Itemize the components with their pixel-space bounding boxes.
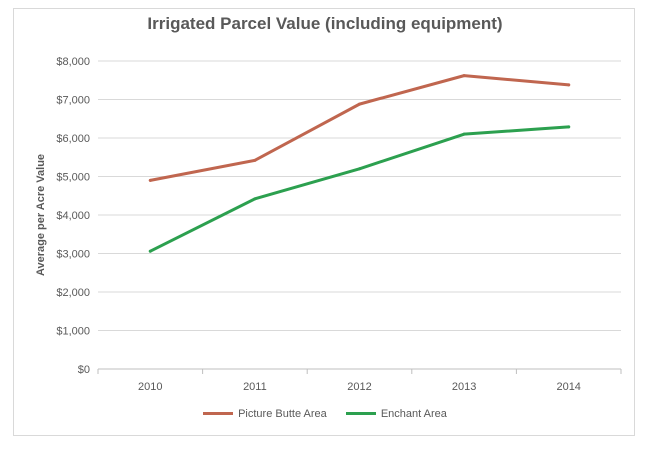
chart-title: Irrigated Parcel Value (including equipm… — [147, 14, 503, 33]
y-tick-label-3000: $3,000 — [56, 249, 90, 261]
data-point-1-2013 — [462, 132, 466, 136]
y-tick-label-7000: $7,000 — [56, 95, 90, 107]
y-tick-label-0: $0 — [78, 364, 90, 376]
legend-swatch-enchant — [345, 412, 376, 415]
y-tick-labels: $0 $1,000 $2,000 $3,000 $4,000 $5,000 $6,000 $7… — [56, 56, 90, 376]
legend-item-picture-butte: Picture Butte Area — [203, 408, 327, 420]
data-point-0-2011 — [253, 158, 257, 162]
axes — [97, 368, 622, 374]
y-tick-label-2000: $2,000 — [56, 287, 90, 299]
legend: Picture Butte Area Enchant Area — [0, 406, 650, 420]
data-point-1-2011 — [253, 197, 257, 201]
y-tick-label-4000: $4,000 — [56, 210, 90, 222]
data-point-0-2013 — [462, 74, 466, 78]
x-tick-label-2010: 2010 — [138, 381, 162, 393]
chart-area — [13, 8, 635, 436]
series-line-0 — [148, 74, 571, 182]
gridlines — [98, 60, 621, 331]
data-point-1-2012 — [358, 167, 361, 171]
series-lines — [148, 74, 571, 253]
x-tick-labels: 2010 2011 2012 2013 2014 — [138, 381, 581, 393]
y-tick-label-8000: $8,000 — [56, 56, 90, 68]
series-line-1 — [148, 125, 571, 253]
legend-label-picture-butte: Picture Butte Area — [238, 407, 327, 420]
y-tick-label-5000: $5,000 — [56, 172, 90, 184]
legend-swatch-picture-butte — [203, 412, 234, 415]
data-point-0-2012 — [358, 102, 361, 106]
x-tick-label-2014: 2014 — [556, 381, 580, 393]
data-point-1-2014 — [567, 125, 571, 129]
data-point-0-2014 — [567, 83, 571, 87]
data-point-1-2010 — [148, 249, 152, 253]
y-tick-label-6000: $6,000 — [56, 133, 90, 145]
x-tick-label-2013: 2013 — [452, 381, 476, 393]
legend-label-enchant: Enchant Area — [380, 407, 447, 420]
x-tick-label-2011: 2011 — [243, 381, 267, 393]
data-point-0-2010 — [148, 178, 152, 182]
y-tick-label-1000: $1,000 — [56, 326, 90, 338]
x-tick-label-2012: 2012 — [347, 381, 371, 393]
legend-item-enchant: Enchant Area — [345, 407, 447, 420]
